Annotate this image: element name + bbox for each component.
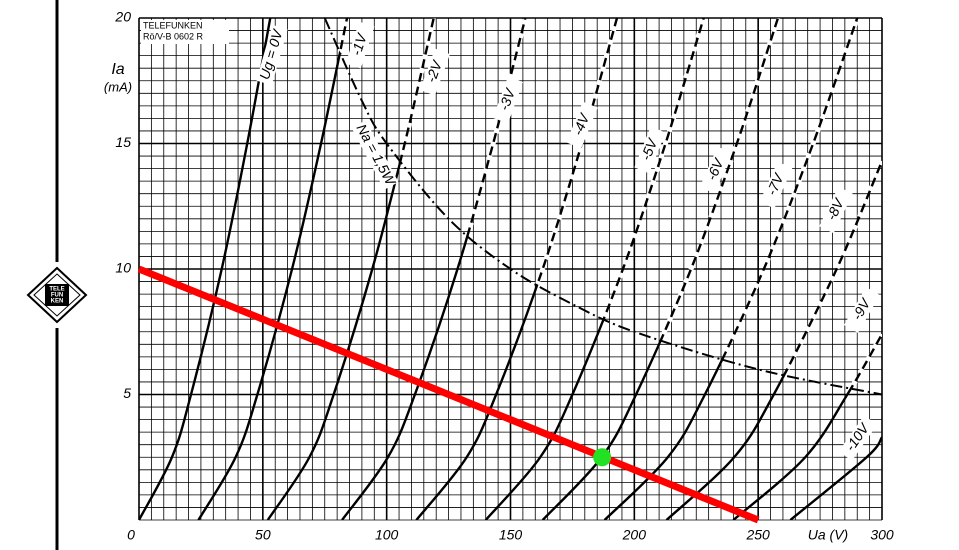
x-tick-label: 50 (255, 527, 271, 543)
logo-box (45, 284, 69, 306)
operating-point (593, 448, 612, 467)
curve-label-bg (492, 76, 524, 124)
y-tick-label: 15 (115, 134, 131, 150)
logo: TELE FUN KEN (26, 266, 88, 324)
logo-text: TELE (49, 287, 64, 293)
y-tick-label: 20 (114, 9, 131, 25)
power-limit-curve (323, 17, 883, 396)
plate-curve (732, 333, 882, 520)
y-axis-label: Ia (111, 61, 124, 78)
x-tick-label: 250 (745, 527, 770, 543)
brand-box (141, 20, 229, 44)
y-tick-label: 5 (123, 385, 131, 401)
curve-label: -2V (423, 57, 446, 85)
curve-label-bg (844, 286, 880, 334)
x-tick-label: 150 (499, 527, 523, 543)
plate-curve (603, 18, 859, 520)
curve-label: -3V (496, 85, 519, 113)
plot-area (138, 17, 883, 521)
curve-label-bg (351, 120, 399, 190)
curve-label-bg (699, 146, 733, 194)
curve-label-bg (345, 21, 375, 69)
curve-label: -1V (348, 30, 370, 57)
plate-curve (484, 18, 705, 520)
x-tick-label: 100 (375, 527, 399, 543)
plate-curve (266, 18, 435, 520)
chart-code: Rö/V-B 0602 R (143, 31, 204, 41)
logo-text: KEN (51, 299, 64, 305)
curve-label-bg (759, 161, 793, 209)
y-axis-unit: (mA) (104, 79, 132, 94)
curve-label-bg (419, 48, 451, 96)
dash-gap (664, 160, 882, 395)
x-tick-label: 300 (870, 527, 894, 543)
load-line (137, 265, 760, 524)
curve-label-bg (819, 186, 853, 234)
curve-label-bg (566, 101, 598, 149)
curve-label-bg (838, 415, 878, 461)
curve-label-bg (634, 126, 666, 174)
x-tick-label: 0 (127, 527, 135, 543)
x-axis-label: Ua (V) (808, 527, 848, 543)
dash-gap (540, 18, 781, 395)
curve-label-bg (256, 24, 288, 86)
y-tick-label: 10 (115, 260, 131, 276)
x-tick-label: 200 (622, 527, 647, 543)
logo-text: FUN (51, 293, 63, 299)
plate-curve (789, 436, 882, 520)
brand: TELEFUNKEN (143, 20, 203, 30)
logo-diamond-inner (33, 273, 81, 317)
plate-curve (197, 18, 349, 520)
